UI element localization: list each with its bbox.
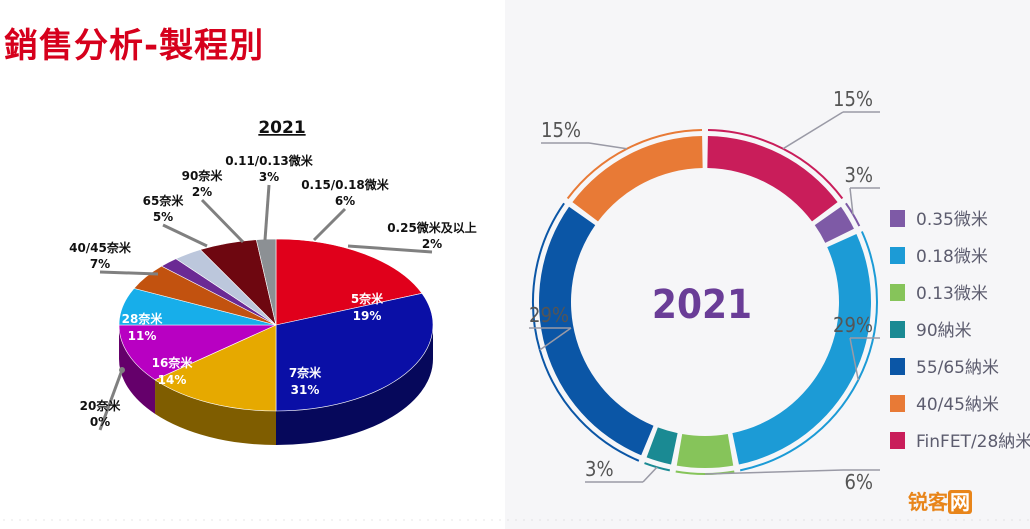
donut-outer-arc-90 xyxy=(644,462,671,472)
pie-leader-0-15-0-18 xyxy=(312,207,347,242)
pie-side-16 xyxy=(155,379,276,445)
donut-value-55-65: 29% xyxy=(529,303,569,327)
pie-leader-20 xyxy=(98,369,124,431)
pie-label-16: 16奈米 xyxy=(152,355,194,370)
donut-center-title: 2021 xyxy=(652,282,752,328)
donut-outer-arc-0-35 xyxy=(845,202,861,227)
donut-leader-finfet-28 xyxy=(782,111,844,150)
dotted-divider xyxy=(0,519,1030,521)
pie-side-28 xyxy=(119,325,156,414)
donut-slice-finfet-28 xyxy=(707,136,838,222)
watermark-badge: 网 xyxy=(948,490,972,514)
legend-label-0-13: 0.13微米 xyxy=(916,284,988,304)
pie-side-7 xyxy=(276,325,433,445)
donut-slice-40-45 xyxy=(572,136,703,222)
donut-legend: 0.35微米 0.18微米 0.13微米 90納米 55/65納米 40/45納米 FinF… xyxy=(890,210,1030,452)
donut-value-40-45: 15% xyxy=(541,118,581,142)
pie-value-65: 5% xyxy=(153,210,173,224)
donut-outer-arc-0-13 xyxy=(675,470,735,476)
donut-value-0-18: 29% xyxy=(833,313,873,337)
pie-slice-5 xyxy=(275,238,423,326)
donut-leader-55-65 xyxy=(539,327,572,351)
donut-value-finfet-28: 15% xyxy=(833,87,873,111)
pie-label-65: 65奈米 xyxy=(143,193,185,208)
pie-label-40-45: 40/45奈米 xyxy=(69,240,132,255)
pie-value-20: 0% xyxy=(90,415,110,429)
donut-outer-arc-40-45 xyxy=(566,129,703,200)
pie-leader-0-25 xyxy=(347,244,433,254)
pie-slice-28 xyxy=(118,324,277,381)
pie-leader-0-11-0-13 xyxy=(263,184,271,241)
pie-leader-65 xyxy=(162,223,208,248)
pie-leader-90 xyxy=(200,198,245,244)
donut-leader-0-35 xyxy=(849,187,854,215)
right-panel: 15% 3% 29% 6% 3% 29% 15% 2021 0.35微米 0.18微米 0.13… xyxy=(505,0,1030,529)
legend-swatch-finfet-28 xyxy=(890,432,905,449)
pie-slice-7 xyxy=(275,293,434,412)
pie-label-0-25: 0.25微米及以上 xyxy=(387,220,477,235)
pie-label-7: 7奈米 xyxy=(289,365,322,380)
donut-slice-55-65 xyxy=(539,206,654,456)
donut-value-90: 3% xyxy=(585,457,614,481)
pie-value-16: 14% xyxy=(158,373,187,387)
legend-label-55-65: 55/65納米 xyxy=(916,358,999,378)
donut-slice-90 xyxy=(646,427,678,465)
legend-label-0-35: 0.35微米 xyxy=(916,210,988,230)
donut-slice-0-35 xyxy=(814,206,854,243)
donut-chart: 15% 3% 29% 6% 3% 29% 15% 2021 0.35微米 0.18微米 0.13… xyxy=(529,87,1030,494)
pie-label-0-11-0-13: 0.11/0.13微米 xyxy=(225,153,314,168)
pie-value-7: 31% xyxy=(291,383,320,397)
pie-value-90: 2% xyxy=(192,185,212,199)
legend-swatch-90 xyxy=(890,321,905,338)
pie-chart-3d: 2021 5奈米 19% 7奈米 31% 16奈米 14% 20奈米 0% 28奈米 11% 40/… xyxy=(69,118,477,445)
pie-value-40-45: 7% xyxy=(90,257,110,271)
legend-label-90: 90納米 xyxy=(916,321,972,341)
pie-label-0-15-0-18: 0.15/0.18微米 xyxy=(301,177,390,192)
donut-slice-0-13 xyxy=(676,434,734,468)
pie-value-28: 11% xyxy=(128,329,157,343)
pie-slice-16 xyxy=(154,324,277,412)
donut-leader-40-45 xyxy=(588,142,628,150)
watermark-text: 锐客 xyxy=(908,490,948,514)
legend-swatch-0-13 xyxy=(890,284,905,301)
pie-label-90: 90奈米 xyxy=(182,168,224,183)
pie-label-28: 28奈米 xyxy=(122,311,164,326)
legend-label-finfet-28: FinFET/28納米 xyxy=(916,432,1030,452)
donut-value-0-35: 3% xyxy=(844,163,873,187)
pie-label-5: 5奈米 xyxy=(351,291,384,306)
legend-label-40-45: 40/45納米 xyxy=(916,395,999,415)
pie-value-0-15-0-18: 6% xyxy=(335,194,355,208)
donut-leader-0-18 xyxy=(849,337,860,381)
legend-swatch-55-65 xyxy=(890,358,905,375)
pie-value-0-25: 2% xyxy=(422,237,442,251)
pie-value-0-11-0-13: 3% xyxy=(259,170,279,184)
pie-leader-dot xyxy=(119,367,125,373)
legend-swatch-0-35 xyxy=(890,210,905,227)
donut-leader-90 xyxy=(642,466,658,483)
pie-chart-title: 2021 xyxy=(258,118,305,138)
legend-label-0-18: 0.18微米 xyxy=(916,247,988,267)
donut-value-0-13: 6% xyxy=(844,470,873,494)
watermark-logo: 锐客网 xyxy=(908,486,972,515)
left-panel: 銷售分析-製程別 2021 5奈米 19% 7奈米 31% 16奈米 14% 20奈米 0% 2… xyxy=(0,0,505,529)
donut-slice-0-18 xyxy=(732,233,871,465)
legend-swatch-0-18 xyxy=(890,247,905,264)
donut-outer-arc-finfet-28 xyxy=(707,129,844,200)
donut-leader-0-13 xyxy=(704,469,844,475)
pie-label-20: 20奈米 xyxy=(80,398,122,413)
pie-value-5: 19% xyxy=(353,309,382,323)
legend-swatch-40-45 xyxy=(890,395,905,412)
page-title: 銷售分析-製程別 xyxy=(4,26,265,66)
pie-leader-40-45 xyxy=(99,270,159,276)
